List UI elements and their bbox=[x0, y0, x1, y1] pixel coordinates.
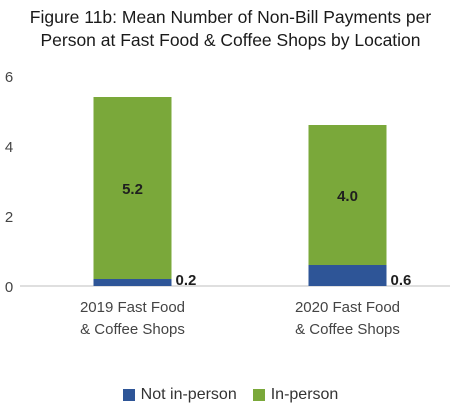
y-tick-label: 4 bbox=[5, 139, 13, 156]
bar-segment-in-person bbox=[308, 125, 387, 265]
chart-title-line-2: Person at Fast Food & Coffee Shops by Lo… bbox=[40, 30, 421, 50]
bar-segment-not-in-person bbox=[93, 279, 172, 286]
y-tick-label: 0 bbox=[5, 279, 13, 296]
data-label-not-in-person: 0.6 bbox=[391, 272, 412, 289]
legend-label-in-person: In-person bbox=[270, 386, 339, 403]
y-tick-label: 2 bbox=[5, 209, 13, 226]
legend-item-in-person: In-person bbox=[252, 386, 339, 404]
x-tick-label: 2020 Fast Food bbox=[295, 299, 400, 316]
legend-swatch-in-person bbox=[252, 389, 265, 401]
x-tick-label: & Coffee Shops bbox=[80, 321, 185, 338]
chart-title-line-1: Figure 11b: Mean Number of Non-Bill Paym… bbox=[29, 7, 432, 27]
data-label-in-person: 4.0 bbox=[337, 188, 358, 205]
chart-title: Figure 11b: Mean Number of Non-Bill Paym… bbox=[0, 6, 461, 52]
legend: Not in-person In-person bbox=[0, 386, 461, 404]
x-tick-label: & Coffee Shops bbox=[295, 321, 400, 338]
bar-segment-not-in-person bbox=[308, 265, 387, 286]
y-tick-label: 6 bbox=[5, 69, 13, 86]
stacked-bar-chart: 0 2 4 6 0.2 5.2 2019 Fast Food & Coffee Shops 0.… bbox=[5, 69, 450, 338]
legend-item-not-in-person: Not in-person bbox=[122, 386, 237, 404]
legend-swatch-not-in-person bbox=[122, 389, 135, 401]
data-label-not-in-person: 0.2 bbox=[176, 272, 197, 289]
data-label-in-person: 5.2 bbox=[122, 181, 143, 198]
bar-segment-in-person bbox=[93, 97, 172, 279]
x-tick-label: 2019 Fast Food bbox=[80, 299, 185, 316]
legend-label-not-in-person: Not in-person bbox=[140, 386, 237, 403]
